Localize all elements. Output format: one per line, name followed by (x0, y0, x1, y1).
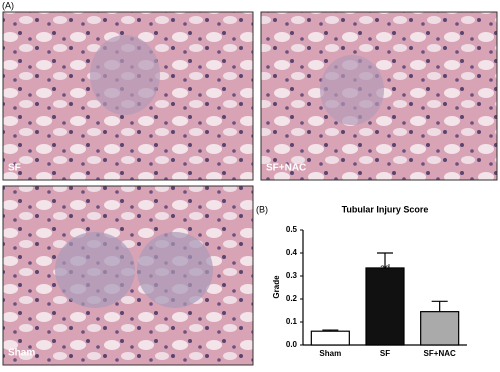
chart-title: Tubular Injury Score (342, 204, 429, 214)
x-tick-label: SF+NAC (424, 349, 456, 358)
y-tick-label: 0.5 (286, 225, 298, 234)
image-label: SF+NAC (266, 163, 306, 174)
y-tick-label: 0.0 (286, 340, 298, 349)
glomerulus (320, 55, 384, 125)
y-tick-label: 0.3 (286, 271, 298, 280)
error-bar (322, 329, 339, 332)
image-label: SF (8, 163, 21, 174)
bar (365, 267, 405, 346)
panel-label: (A) (2, 0, 14, 10)
y-tick-label: 0.2 (286, 294, 298, 303)
bar (420, 311, 460, 346)
y-tick-label: 0.1 (286, 317, 298, 326)
bar (310, 330, 350, 346)
error-bar (431, 300, 448, 312)
glomerulus (137, 232, 213, 308)
glomerulus (90, 35, 160, 115)
glomerulus (55, 232, 135, 308)
y-axis-label: Grade (272, 275, 281, 299)
y-tick-label: 0.4 (286, 248, 298, 257)
image-label: Sham (8, 348, 35, 359)
panel-label: (B) (256, 204, 268, 214)
x-tick-label: SF (380, 349, 390, 358)
x-tick-label: Sham (319, 349, 341, 358)
error-bar (377, 252, 393, 268)
